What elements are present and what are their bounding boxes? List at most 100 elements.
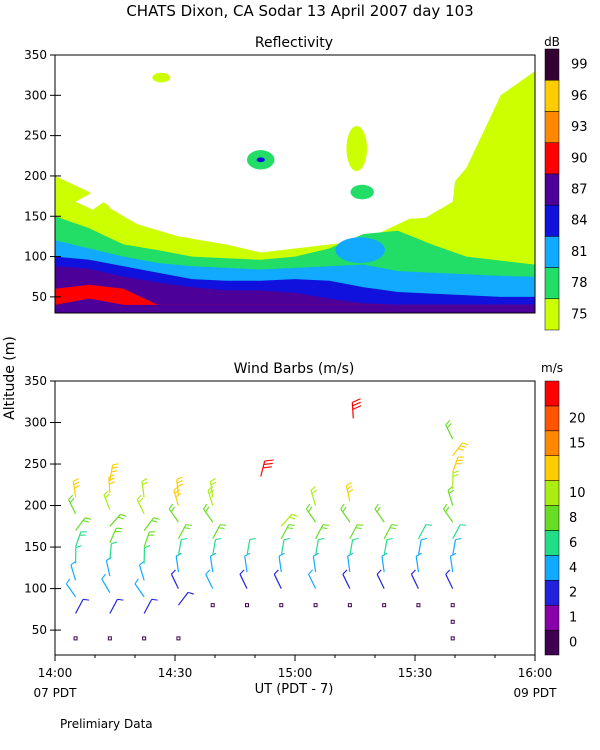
wind-colorbar-swatch xyxy=(544,480,560,506)
colorbar-swatch-84 xyxy=(544,204,560,237)
colorbar-label: 90 xyxy=(571,151,588,166)
wind-colorbar-label: 20 xyxy=(569,411,586,426)
colorbar-swatch-96 xyxy=(544,79,560,112)
wind-barb xyxy=(239,569,248,589)
calm-marker xyxy=(450,636,455,641)
wind-barb xyxy=(260,459,274,477)
wind-barb xyxy=(72,478,80,498)
wind-barb xyxy=(415,552,422,573)
calm-marker xyxy=(313,603,318,608)
wind-barb xyxy=(452,537,462,556)
y-tick-label: 350 xyxy=(24,374,47,388)
wind-barb xyxy=(109,463,119,481)
calm-marker xyxy=(416,603,421,608)
y-tick-label: 350 xyxy=(24,48,47,62)
colorbar-label: 84 xyxy=(571,214,588,229)
wind-barb xyxy=(74,545,82,564)
no-echo-region-1 xyxy=(137,71,460,221)
y-tick-label: 300 xyxy=(24,416,47,430)
wind-barb xyxy=(134,578,145,598)
preliminary-footnote: Prelimiary Data xyxy=(60,717,153,731)
wind-barb xyxy=(308,569,317,589)
colorbar-swatch-81 xyxy=(544,236,560,268)
wind-barb xyxy=(376,569,385,589)
wind-barb xyxy=(177,537,188,556)
wind-barb xyxy=(445,569,454,589)
calm-marker xyxy=(347,603,352,608)
wind-barb xyxy=(280,513,298,527)
wind-barb xyxy=(312,552,319,573)
x-tick-label: 15:00 xyxy=(278,666,313,680)
contour-cell-75db xyxy=(152,72,171,83)
wind-barb xyxy=(342,569,351,589)
colorbar-swatch-78 xyxy=(544,267,560,300)
wind-barb xyxy=(138,560,145,581)
wind-barb xyxy=(109,598,124,614)
wind-barb xyxy=(143,598,158,614)
wind-barb xyxy=(349,537,359,556)
calm-marker xyxy=(450,619,455,624)
colorbar-label: 87 xyxy=(571,183,588,198)
contour-layer-87db xyxy=(55,266,535,313)
wind-title: Wind Barbs (m/s) xyxy=(234,361,355,377)
wind-barb xyxy=(305,503,317,523)
calm-marker xyxy=(73,636,78,641)
no-echo-region-4 xyxy=(109,151,350,243)
wind-barb xyxy=(143,517,160,531)
colorbar-label: 93 xyxy=(571,120,588,135)
wind-barbs xyxy=(65,398,469,641)
wind-colorbar-swatch xyxy=(544,405,560,432)
wind-barb xyxy=(349,524,364,540)
wind-barb xyxy=(109,513,127,527)
reflectivity-plot-frame xyxy=(54,54,536,314)
x-tick-label: 15:30 xyxy=(398,666,433,680)
y-axis-label: Altitude (m) xyxy=(2,336,18,420)
wind-colorbar-label: 2 xyxy=(569,586,577,601)
x-tick-sublabel: 07 PDT xyxy=(34,686,78,700)
no-echo-region-2 xyxy=(55,63,124,132)
wind-barb xyxy=(177,524,192,540)
y-tick-label: 300 xyxy=(24,88,47,102)
calm-marker xyxy=(176,636,181,641)
wind-colorbar-swatch xyxy=(544,455,560,481)
wind-barb xyxy=(314,537,325,556)
x-tick-label: 16:00 xyxy=(518,666,553,680)
wind-barb xyxy=(345,482,354,502)
colorbar-label: 75 xyxy=(571,307,588,322)
wind-barb xyxy=(70,560,77,581)
colorbar-label: 99 xyxy=(571,58,588,73)
wind-barb xyxy=(136,494,145,515)
wind-colorbar-label: 8 xyxy=(569,511,577,526)
wind-barb xyxy=(177,591,194,606)
calm-marker xyxy=(107,636,112,641)
wind-barb xyxy=(452,456,464,473)
wind-colorbar-label: 6 xyxy=(569,536,577,551)
y-tick-label: 50 xyxy=(32,623,47,637)
wind-barb xyxy=(443,503,454,523)
wind-barb xyxy=(108,474,116,494)
reflectivity-colorbar: 75 78 81 84 87 90 93 96 99 xyxy=(544,48,588,331)
colorbar-swatch-75 xyxy=(544,298,560,331)
wind-barb xyxy=(310,486,318,506)
wind-barb xyxy=(109,527,123,544)
wind-barb xyxy=(410,569,419,589)
wind-barb xyxy=(452,442,469,457)
wind-barb xyxy=(209,478,217,498)
reflectivity-y-ticks: 50 100 150 200 250 300 350 xyxy=(24,48,61,304)
wind-barb xyxy=(381,552,388,573)
wind-barb xyxy=(383,537,393,556)
wind-barb xyxy=(417,524,432,540)
wind-barb xyxy=(244,552,251,573)
wind-barb xyxy=(280,537,291,556)
wind-barb xyxy=(280,524,295,540)
reflectivity-contours xyxy=(55,63,535,313)
wind-barb xyxy=(273,569,282,589)
wind-barb xyxy=(205,569,214,589)
wind-barb xyxy=(278,552,285,573)
contour-layer-87db xyxy=(55,298,535,313)
wind-barb xyxy=(374,503,385,523)
y-tick-label: 100 xyxy=(24,582,47,596)
wind-barb xyxy=(452,524,467,540)
wind-barb xyxy=(212,537,222,556)
calm-marker xyxy=(382,603,387,608)
